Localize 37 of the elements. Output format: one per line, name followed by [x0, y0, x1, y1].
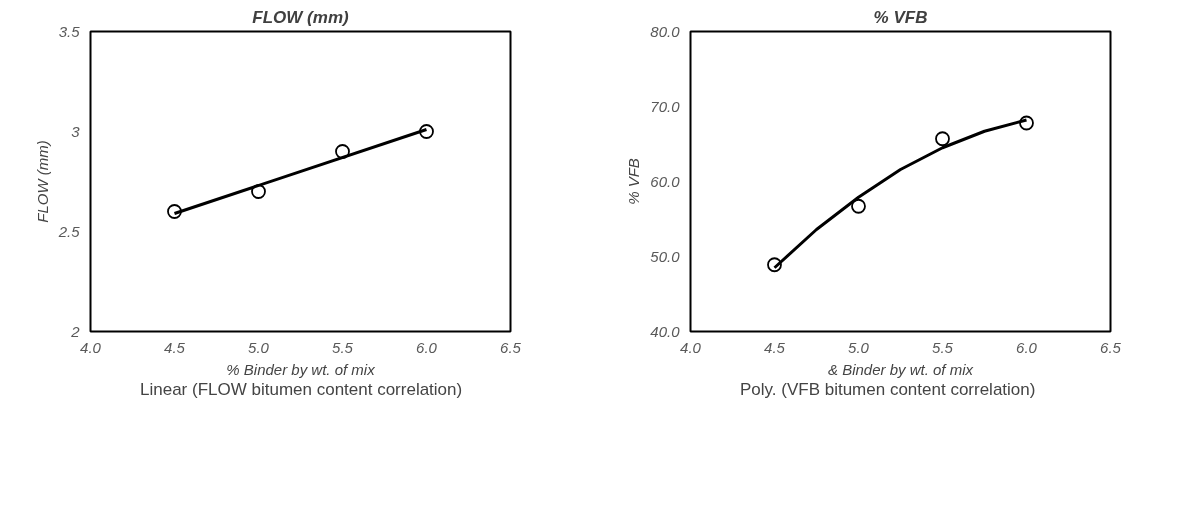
point [851, 198, 866, 214]
x-tick-label: 4.5 [764, 338, 786, 356]
x-tick-label: 4.0 [80, 338, 102, 356]
point [335, 144, 350, 159]
x-axis-title: & Binder by wt. of mix [827, 360, 974, 378]
y-tick-label: 2.5 [57, 222, 81, 240]
x-tick-label: 6.0 [1016, 338, 1038, 356]
y-tick-label: 3.5 [58, 22, 81, 40]
point [167, 204, 182, 219]
x-tick-label: 6.5 [500, 338, 522, 356]
text: Linear (FLOW bitumen content correlation) [140, 380, 463, 400]
y-tick-label: 70.0 [650, 97, 681, 115]
point [419, 124, 434, 139]
x-tick-label: 4.0 [680, 338, 702, 356]
chart-title: % VFB [873, 7, 928, 27]
x-tick-label: 5.5 [332, 338, 354, 356]
y-tick-label: 40.0 [650, 322, 681, 340]
x-tick-label: 5.0 [848, 338, 870, 356]
y-tick-label: 80.0 [650, 22, 681, 40]
y-axis-title: % VFB [625, 158, 643, 205]
x-tick-label: 6.0 [416, 338, 438, 356]
y-axis-title: FLOW (mm) [33, 140, 51, 223]
x-tick-label: 4.5 [164, 338, 186, 356]
y-tick-label: 60.0 [650, 172, 681, 190]
text: Poly. (VFB bitumen content correlation) [740, 380, 1036, 400]
chart-title: FLOW (mm) [252, 7, 349, 27]
x-tick-label: 5.0 [248, 338, 270, 356]
y-tick-label: 50.0 [650, 247, 681, 265]
point [1019, 115, 1034, 131]
x-tick-label: 5.5 [932, 338, 954, 356]
y-tick-label: 2 [70, 322, 81, 340]
x-axis-title: % Binder by wt. of mix [226, 360, 376, 378]
y-tick-label: 3 [71, 122, 81, 140]
point [251, 184, 266, 199]
point [935, 131, 950, 147]
x-tick-label: 6.5 [1100, 338, 1122, 356]
point [767, 257, 782, 273]
